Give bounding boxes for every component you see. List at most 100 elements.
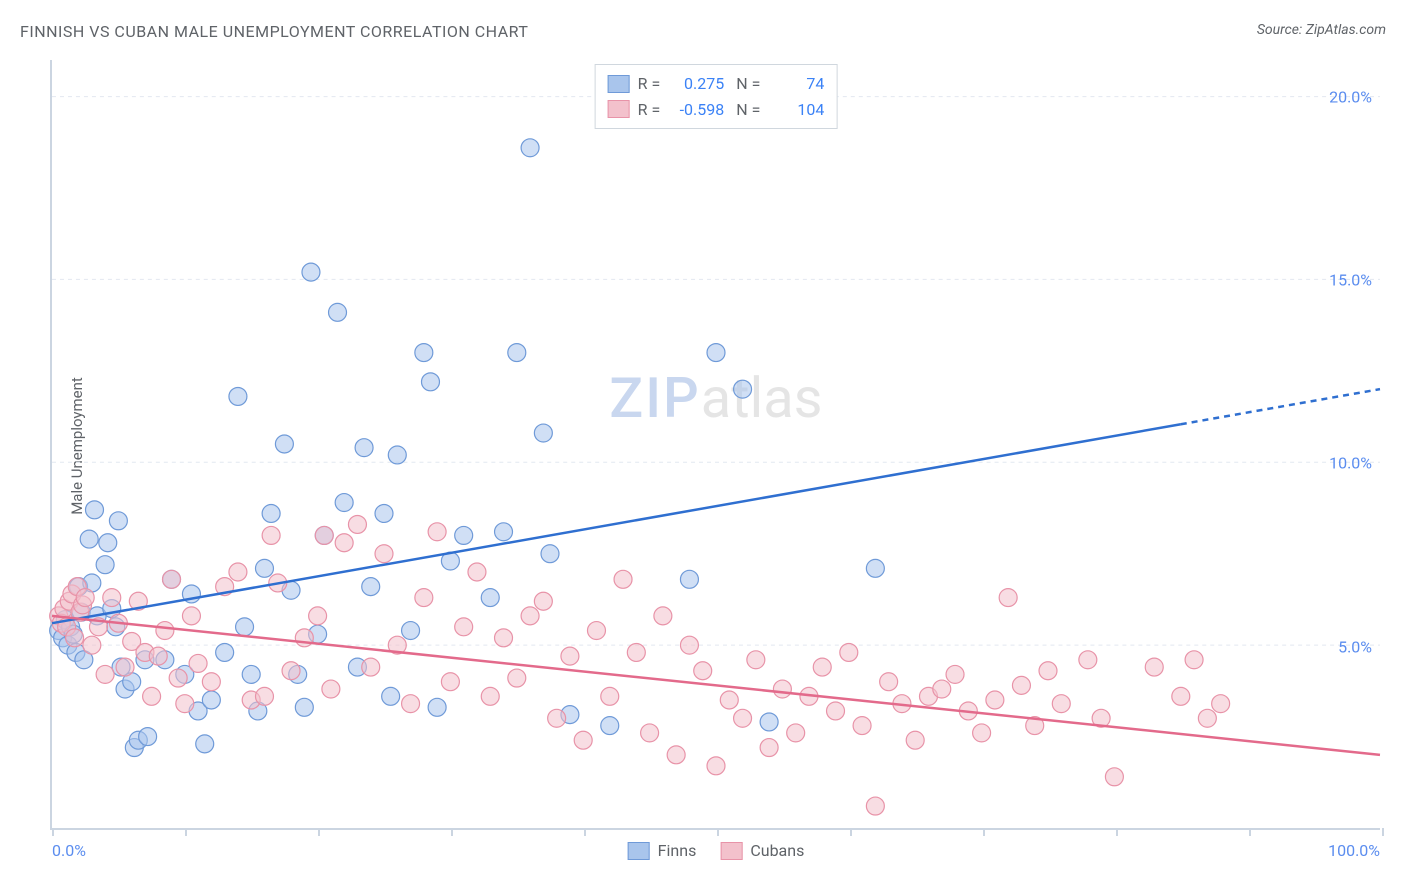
scatter-point	[601, 687, 619, 705]
stat-r-finns: 0.275	[668, 71, 724, 97]
y-tick-label: 5.0%	[1338, 637, 1372, 656]
plot-svg	[52, 60, 1380, 828]
scatter-point	[202, 673, 220, 691]
scatter-point	[441, 673, 459, 691]
scatter-point	[255, 687, 273, 705]
scatter-point	[747, 651, 765, 669]
scatter-point	[1039, 662, 1057, 680]
scatter-point	[176, 695, 194, 713]
scatter-point	[302, 263, 320, 281]
scatter-point	[335, 534, 353, 552]
scatter-point	[508, 344, 526, 362]
scatter-point	[1079, 651, 1097, 669]
scatter-point	[946, 665, 964, 683]
x-tick	[1116, 828, 1118, 836]
legend-swatch-cubans	[608, 100, 630, 118]
x-tick	[1249, 828, 1251, 836]
scatter-point	[335, 494, 353, 512]
scatter-point	[255, 559, 273, 577]
legend-label-cubans: Cubans	[750, 841, 804, 860]
scatter-point	[83, 636, 101, 654]
scatter-point	[415, 589, 433, 607]
scatter-point	[455, 618, 473, 636]
scatter-point	[614, 570, 632, 588]
x-tick	[850, 828, 852, 836]
scatter-point	[680, 636, 698, 654]
scatter-point	[216, 643, 234, 661]
x-tick	[318, 828, 320, 836]
scatter-point	[196, 735, 214, 753]
scatter-point	[720, 691, 738, 709]
x-tick	[1382, 828, 1384, 836]
scatter-point	[760, 739, 778, 757]
scatter-point	[541, 545, 559, 563]
scatter-point	[362, 578, 380, 596]
stat-label-r: R =	[638, 97, 661, 123]
legend-row-finns: R = 0.275 N = 74	[608, 71, 825, 97]
scatter-point	[86, 501, 104, 519]
stat-label-r: R =	[638, 71, 661, 97]
scatter-point	[96, 665, 114, 683]
scatter-point	[116, 658, 134, 676]
series-legend: Finns Cubans	[628, 841, 805, 860]
scatter-point	[866, 797, 884, 815]
scatter-point	[99, 534, 117, 552]
scatter-point	[229, 387, 247, 405]
scatter-point	[309, 607, 327, 625]
scatter-point	[1012, 676, 1030, 694]
scatter-point	[880, 673, 898, 691]
scatter-point	[641, 724, 659, 742]
scatter-point	[587, 622, 605, 640]
plot-area: ZIPatlas R = 0.275 N = 74 R = -0.598 N =…	[50, 60, 1380, 830]
scatter-point	[866, 559, 884, 577]
scatter-point	[853, 717, 871, 735]
scatter-point	[534, 592, 552, 610]
scatter-point	[813, 658, 831, 676]
scatter-point	[667, 746, 685, 764]
y-tick-label: 10.0%	[1329, 454, 1372, 473]
scatter-point	[103, 589, 121, 607]
scatter-point	[295, 698, 313, 716]
scatter-point	[734, 709, 752, 727]
scatter-point	[521, 139, 539, 157]
scatter-point	[262, 526, 280, 544]
scatter-point	[827, 702, 845, 720]
trend-line-dashed	[1181, 389, 1380, 424]
scatter-point	[1145, 658, 1163, 676]
x-tick	[185, 828, 187, 836]
scatter-point	[428, 698, 446, 716]
scatter-point	[1212, 695, 1230, 713]
scatter-point	[986, 691, 1004, 709]
scatter-point	[654, 607, 672, 625]
scatter-point	[402, 695, 420, 713]
legend-swatch-finns	[608, 75, 630, 93]
y-tick-label: 15.0%	[1329, 271, 1372, 290]
scatter-point	[163, 570, 181, 588]
scatter-point	[481, 687, 499, 705]
source-attribution: Source: ZipAtlas.com	[1257, 22, 1386, 38]
scatter-point	[375, 505, 393, 523]
legend-label-finns: Finns	[658, 841, 697, 860]
scatter-point	[80, 530, 98, 548]
scatter-point	[315, 526, 333, 544]
scatter-point	[143, 687, 161, 705]
x-tick-label-min: 0.0%	[52, 841, 86, 860]
scatter-point	[229, 563, 247, 581]
y-tick-label: 20.0%	[1329, 87, 1372, 106]
scatter-point	[773, 680, 791, 698]
stat-r-cubans: -0.598	[668, 97, 724, 123]
scatter-point	[627, 643, 645, 661]
scatter-point	[508, 669, 526, 687]
scatter-point	[355, 439, 373, 457]
scatter-point	[415, 344, 433, 362]
scatter-point	[282, 662, 300, 680]
scatter-point	[694, 662, 712, 680]
scatter-point	[534, 424, 552, 442]
x-tick	[52, 828, 54, 836]
scatter-point	[236, 618, 254, 636]
scatter-point	[601, 717, 619, 735]
scatter-point	[468, 563, 486, 581]
scatter-point	[202, 691, 220, 709]
stat-n-cubans: 104	[768, 97, 824, 123]
legend-swatch-finns-icon	[628, 842, 650, 860]
